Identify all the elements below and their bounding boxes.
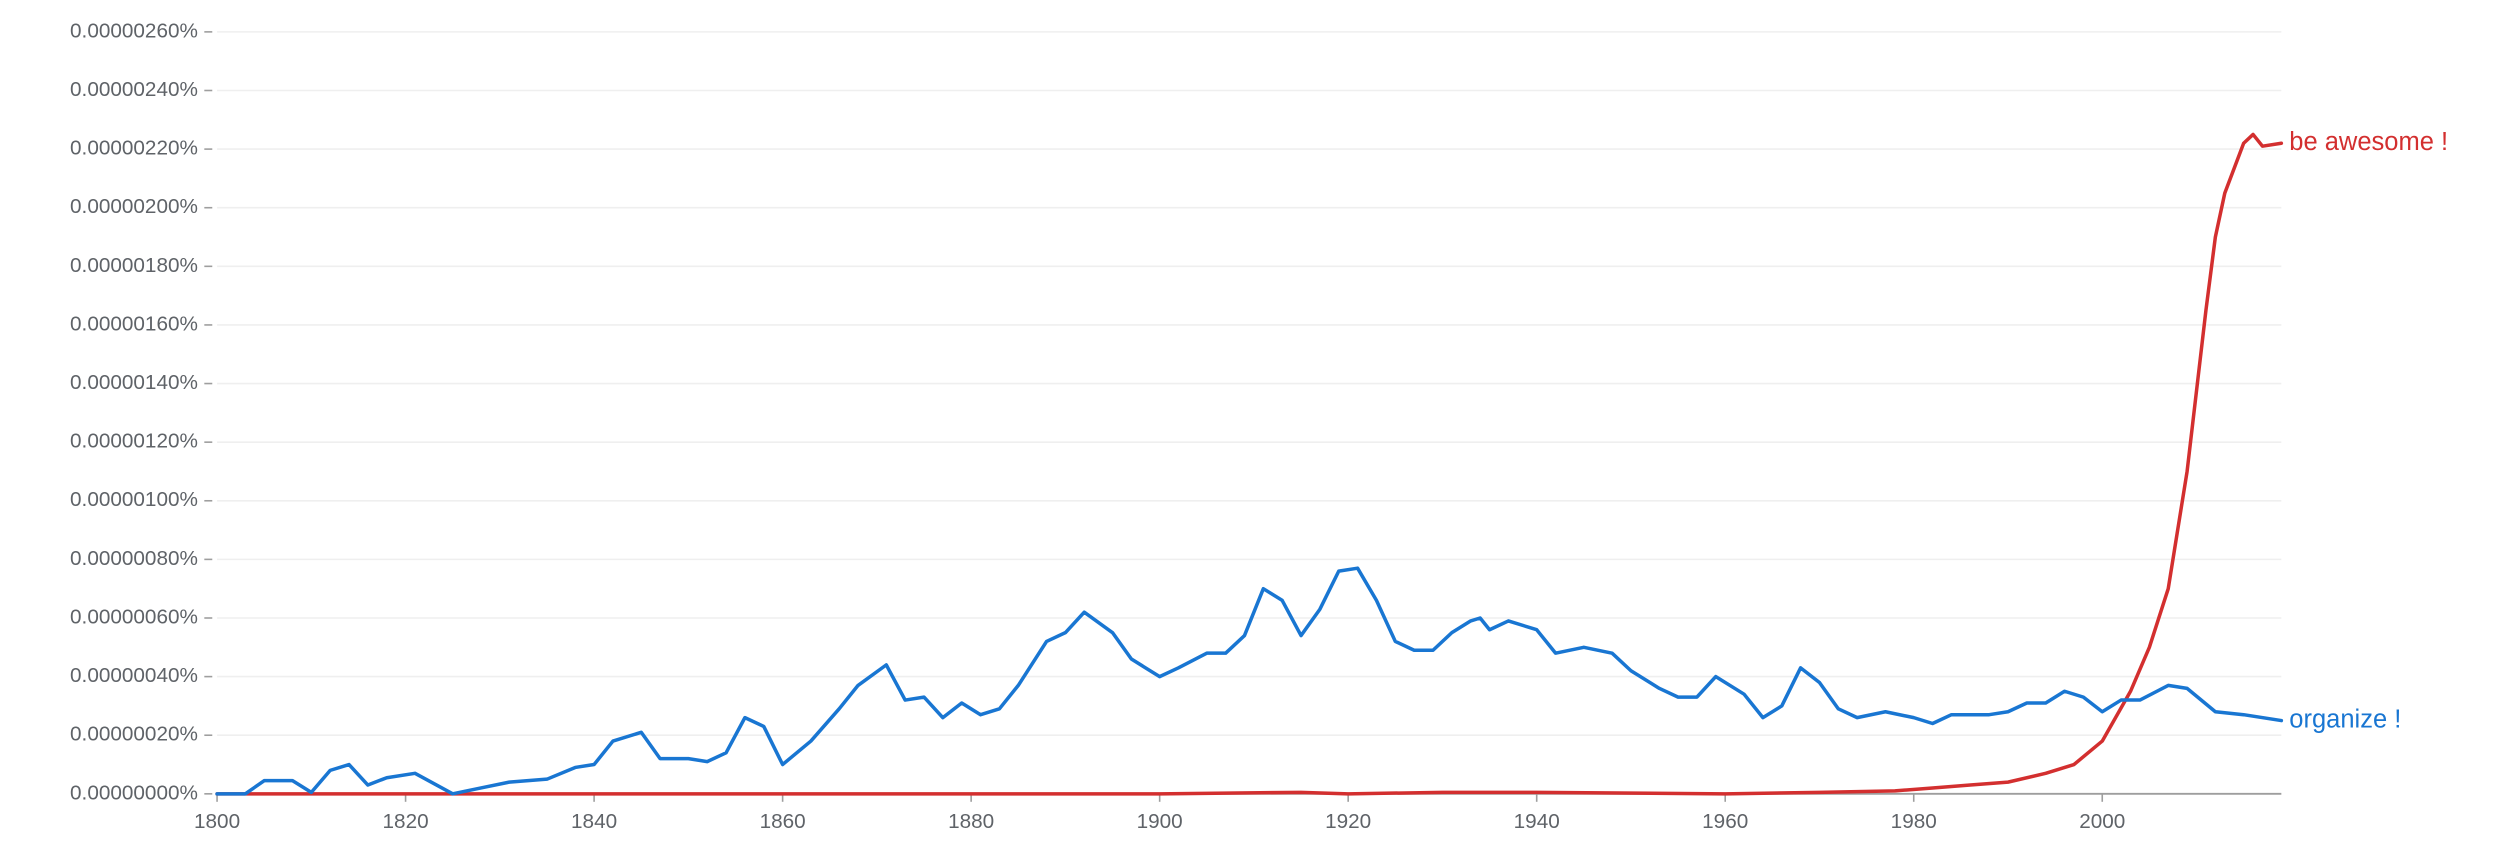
x-tick-label: 1860: [760, 810, 806, 833]
y-tick-label: 0.00000000%: [70, 781, 198, 804]
y-tick-label: 0.00000100%: [70, 488, 198, 511]
y-tick-label: 0.00000200%: [70, 195, 198, 218]
y-tick-label: 0.00000060%: [70, 605, 198, 628]
x-tick-label: 1840: [571, 810, 617, 833]
series-label: be awesome !: [2289, 128, 2448, 156]
y-tick-label: 0.00000180%: [70, 254, 198, 277]
x-tick-label: 1940: [1514, 810, 1560, 833]
series-label: organize !: [2289, 705, 2401, 733]
y-tick-label: 0.00000140%: [70, 371, 198, 394]
y-tick-label: 0.00000260%: [70, 19, 198, 42]
y-tick-label: 0.00000120%: [70, 430, 198, 453]
series-line: [215, 132, 2284, 796]
x-tick-label: 2000: [2079, 810, 2125, 833]
x-tick-label: 1800: [194, 810, 240, 833]
x-tick-label: 1980: [1891, 810, 1937, 833]
x-tick-label: 1900: [1137, 810, 1183, 833]
y-tick-label: 0.00000240%: [70, 78, 198, 101]
y-tick-label: 0.00000160%: [70, 312, 198, 335]
x-tick-label: 1920: [1325, 810, 1371, 833]
y-tick-label: 0.00000080%: [70, 547, 198, 570]
y-tick-label: 0.00000020%: [70, 723, 198, 746]
x-tick-label: 1820: [383, 810, 429, 833]
y-tick-label: 0.00000220%: [70, 137, 198, 160]
x-tick-label: 1960: [1702, 810, 1748, 833]
series-line: [215, 566, 2284, 796]
x-tick-label: 1880: [948, 810, 994, 833]
y-tick-label: 0.00000040%: [70, 664, 198, 687]
